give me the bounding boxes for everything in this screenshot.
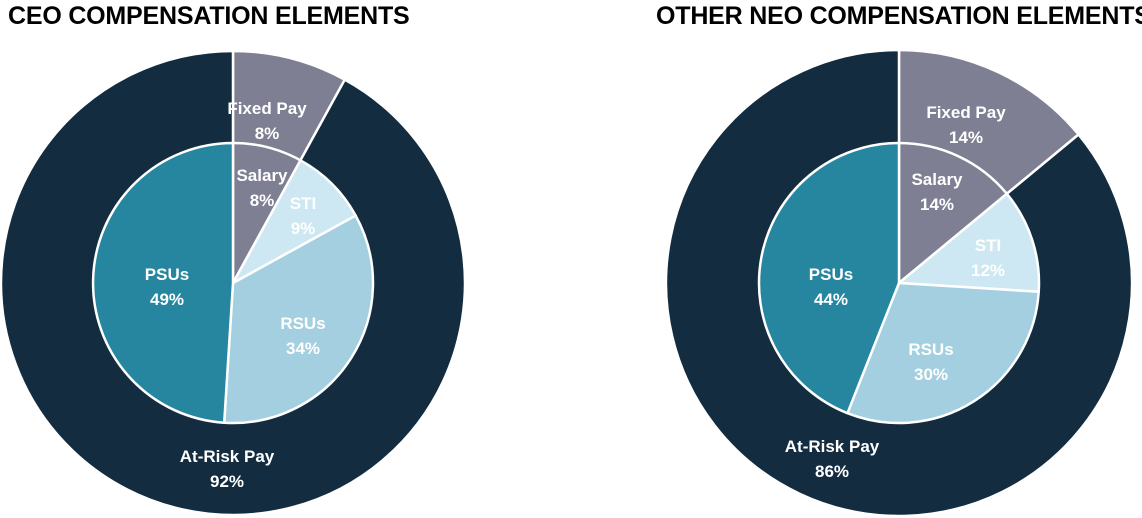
neo-inner-sti-slice [897, 192, 1041, 294]
neo-outer-fixed-pay-name: Fixed Pay [926, 103, 1006, 122]
neo-outer-at-risk-pay-value: 86% [815, 462, 849, 481]
neo-inner-rsus-value: 30% [914, 365, 948, 384]
ceo-inner-psus-value: 49% [150, 290, 184, 309]
neo-outer-fixed-pay-value: 14% [949, 128, 983, 147]
ceo-inner-sti-label: STI 9% [290, 194, 316, 238]
neo-inner-salary-label: Salary 14% [911, 170, 963, 214]
ceo-outer-at-risk-pay-name: At-Risk Pay [180, 447, 275, 466]
ceo-inner-sti-value: 9% [291, 219, 316, 238]
neo-inner-sti-name: STI [975, 236, 1001, 255]
ceo-outer-at-risk-pay-label: At-Risk Pay 92% [180, 447, 275, 491]
neo-inner-rsus-label: RSUs 30% [908, 340, 953, 384]
ceo-inner-sti-name: STI [290, 194, 316, 213]
neo-inner-psus-value: 44% [814, 290, 848, 309]
neo-inner-salary-slice [897, 141, 1009, 285]
neo-outer-at-risk-pay-name: At-Risk Pay [785, 437, 880, 456]
ceo-inner-salary-label: Salary 8% [236, 166, 288, 210]
ceo-inner-rsus-name: RSUs [280, 314, 325, 333]
ceo-inner-psus-name: PSUs [145, 265, 189, 284]
ceo-inner-rsus-label: RSUs 34% [280, 314, 325, 358]
ceo-compensation-chart: Fixed Pay 8% At-Risk Pay 92% Salary 8% STI 9% RS… [0, 49, 467, 517]
ceo-inner-rsus-value: 34% [286, 339, 320, 358]
neo-inner-rsus-slice [846, 281, 1040, 425]
neo-outer-at-risk-pay-label: At-Risk Pay 86% [785, 437, 880, 481]
neo-inner-salary-value: 14% [920, 195, 954, 214]
ceo-outer-fixed-pay-label: Fixed Pay 8% [227, 99, 307, 143]
ceo-outer-at-risk-pay-value: 92% [210, 472, 244, 491]
ceo-outer-fixed-pay-value: 8% [255, 124, 280, 143]
neo-inner-salary-name: Salary [911, 170, 963, 189]
ceo-inner-psus-label: PSUs 49% [145, 265, 189, 309]
neo-chart-title: OTHER NEO COMPENSATION ELEMENTS [656, 2, 1142, 30]
neo-outer-fixed-pay-label: Fixed Pay 14% [926, 103, 1006, 147]
ceo-outer-fixed-pay-name: Fixed Pay [227, 99, 307, 118]
neo-inner-sti-label: STI 12% [971, 236, 1005, 280]
neo-inner-psus-label: PSUs 44% [809, 265, 853, 309]
ceo-inner-salary-value: 8% [250, 191, 275, 210]
ceo-inner-salary-name: Salary [236, 166, 288, 185]
neo-inner-rsus-name: RSUs [908, 340, 953, 359]
neo-inner-psus-name: PSUs [809, 265, 853, 284]
ceo-inner-psus-slice [91, 141, 235, 424]
ceo-chart-title: CEO COMPENSATION ELEMENTS [8, 2, 410, 30]
neo-compensation-chart: Fixed Pay 14% At-Risk Pay 86% Salary 14% STI 12… [664, 48, 1134, 518]
ceo-inner-rsus-slice [222, 214, 375, 425]
neo-inner-sti-value: 12% [971, 261, 1005, 280]
neo-inner-psus-slice [757, 141, 901, 415]
ceo-inner-sti-slice [231, 159, 357, 285]
